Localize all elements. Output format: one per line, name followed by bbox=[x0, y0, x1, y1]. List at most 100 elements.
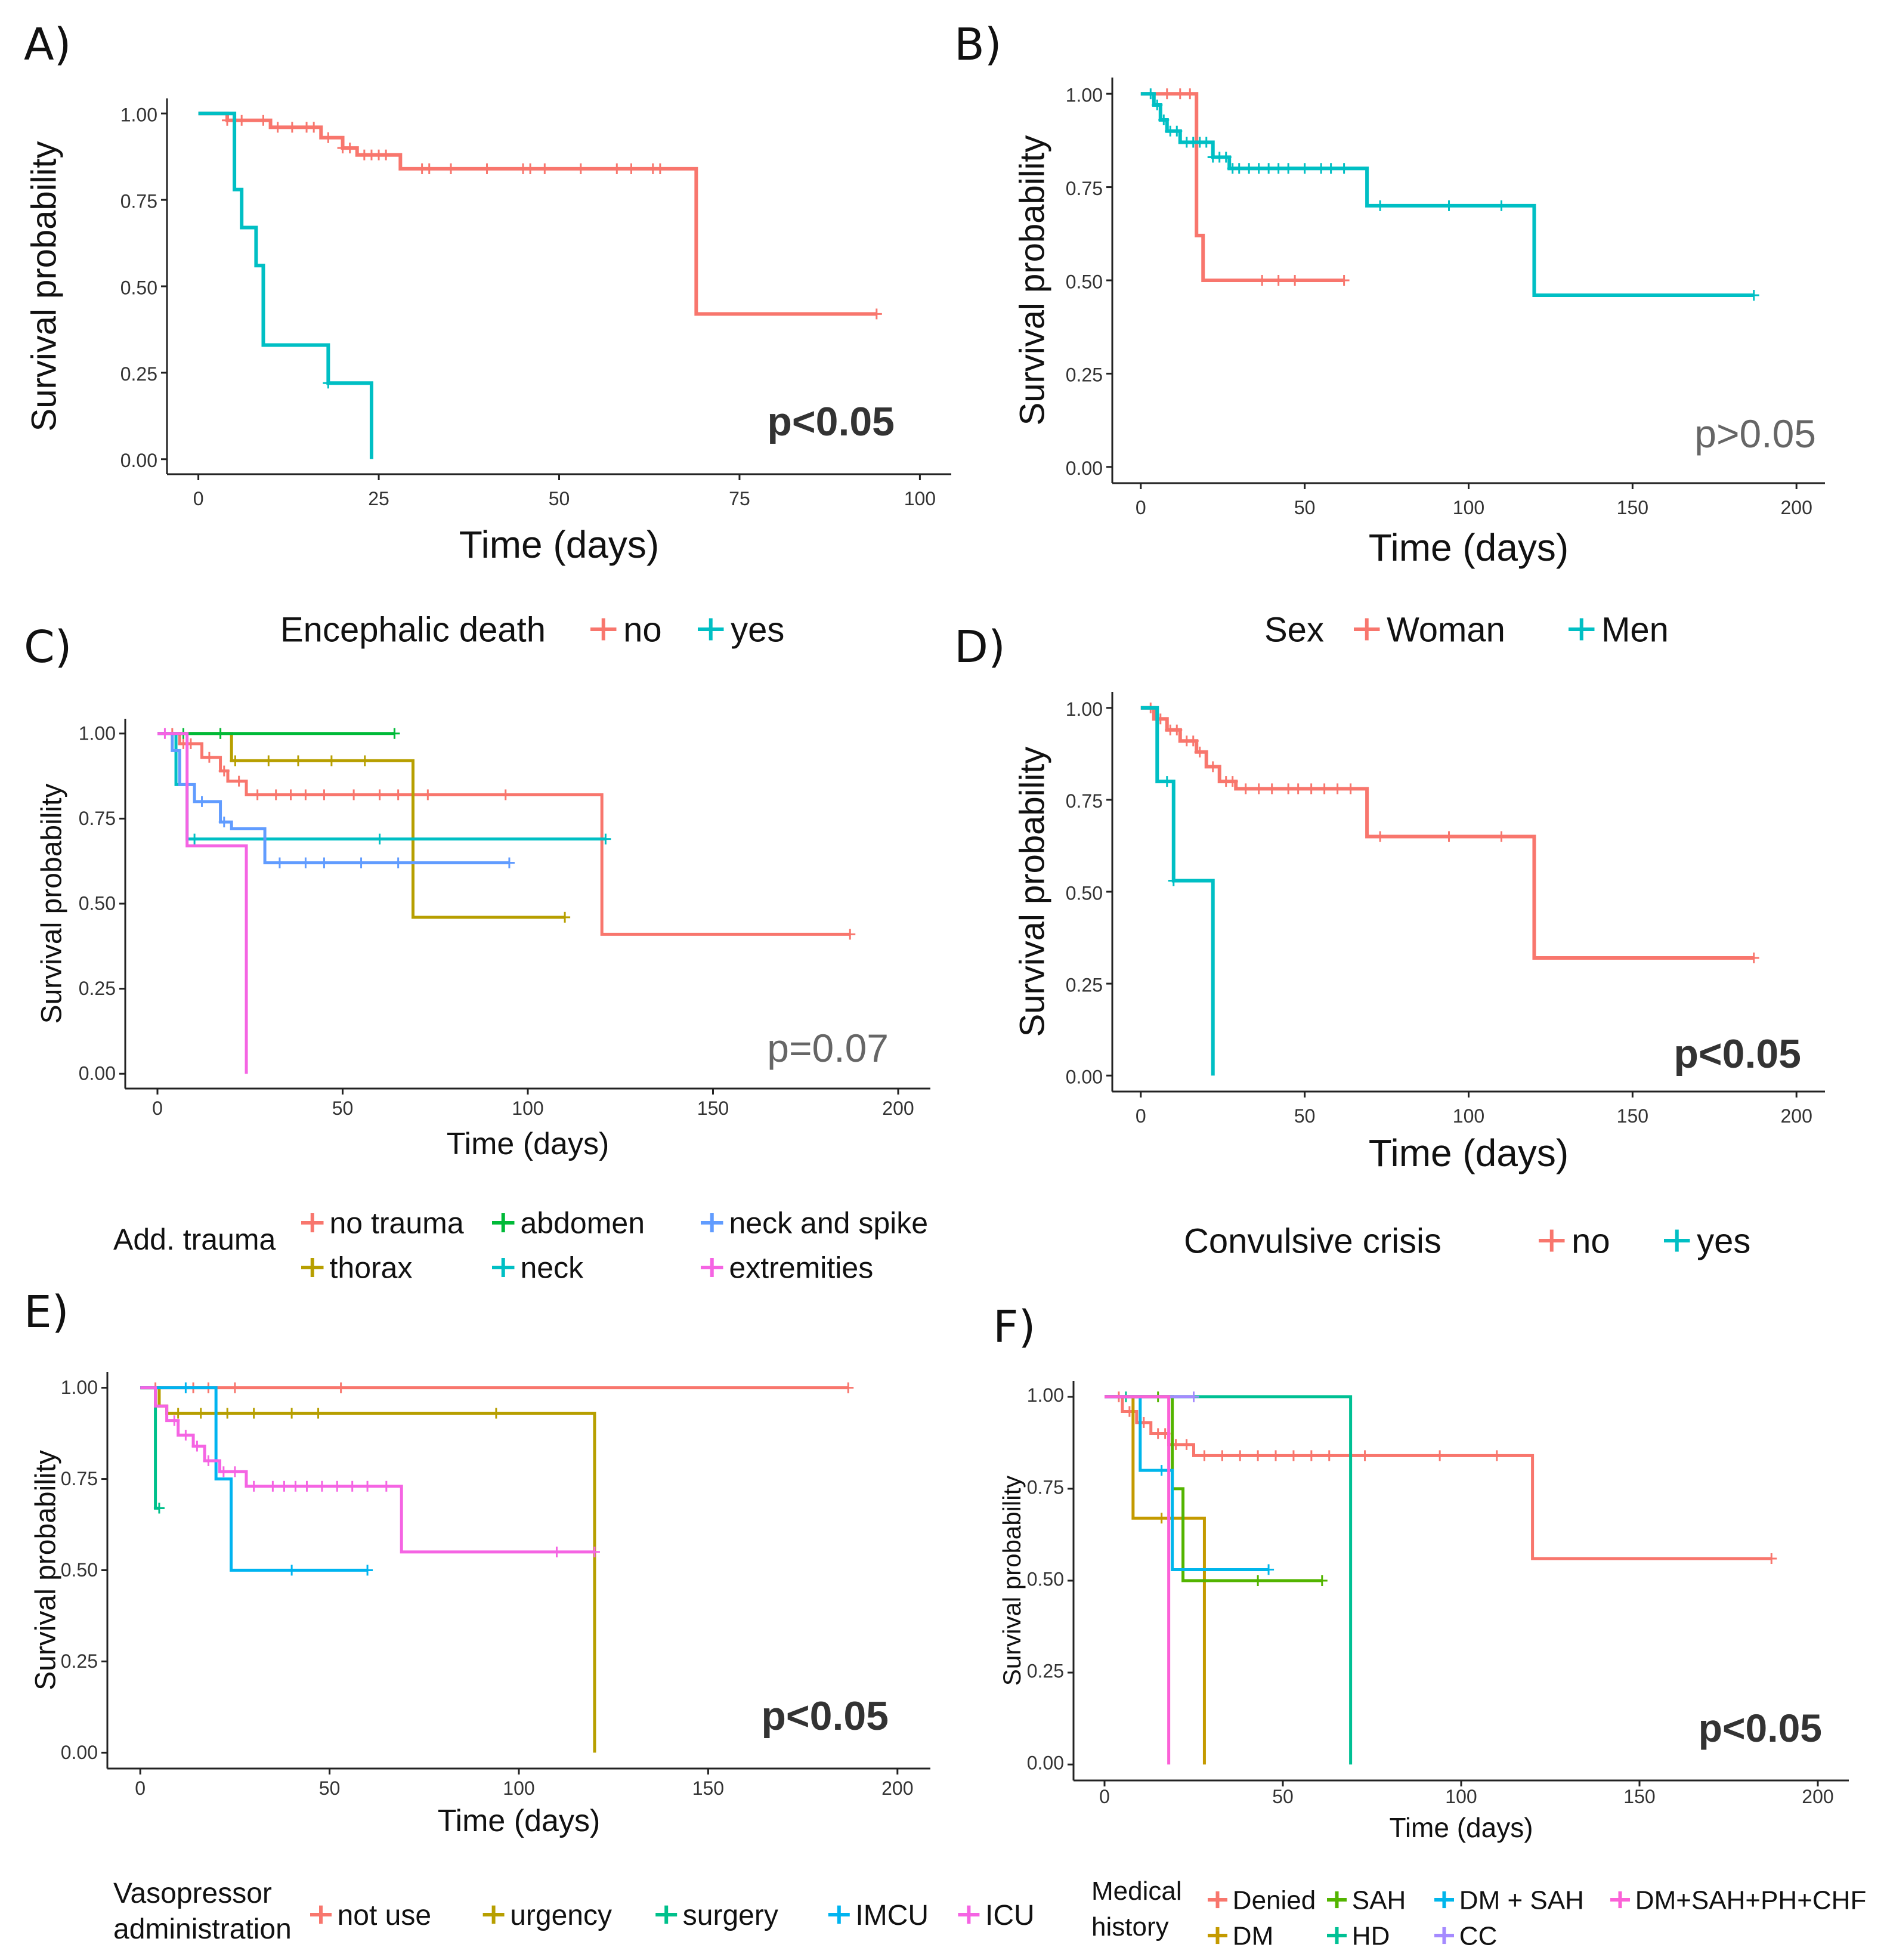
y-tick-label: 0.00 bbox=[120, 450, 157, 471]
y-tick-label: 0.75 bbox=[79, 808, 116, 829]
series-not-use bbox=[140, 1382, 854, 1393]
legend-label: urgency bbox=[510, 1900, 612, 1931]
panel-label: D) bbox=[954, 622, 1006, 673]
y-tick-label: 0.50 bbox=[120, 277, 157, 298]
legend-label: thorax bbox=[330, 1251, 413, 1285]
survival-curve bbox=[1105, 1395, 1322, 1582]
legend-title-line: Vasopressor bbox=[113, 1878, 272, 1909]
legend-title: Sex bbox=[1264, 610, 1324, 649]
x-axis-title: Time (days) bbox=[1369, 526, 1569, 569]
x-tick-label: 0 bbox=[193, 488, 204, 509]
y-tick-label: 0.25 bbox=[79, 978, 116, 999]
y-tick-label: 0.75 bbox=[1027, 1476, 1064, 1498]
y-axis-title: Survival probability bbox=[1013, 135, 1051, 426]
y-axis-title: Survival probability bbox=[30, 1450, 62, 1690]
panel-label: C) bbox=[24, 622, 72, 673]
legend-label: extremities bbox=[729, 1251, 874, 1285]
y-tick-label: 1.00 bbox=[79, 722, 116, 744]
x-tick-label: 100 bbox=[1453, 497, 1484, 518]
legend-label: yes bbox=[731, 610, 784, 649]
legend-label: SAH bbox=[1352, 1885, 1406, 1915]
x-axis-title: Time (days) bbox=[459, 523, 659, 566]
survival-curve bbox=[1105, 1395, 1269, 1572]
x-tick-label: 200 bbox=[1802, 1786, 1833, 1807]
x-tick-label: 0 bbox=[1136, 497, 1146, 518]
x-tick-label: 25 bbox=[368, 488, 389, 509]
y-axis-title: Survival probability bbox=[36, 784, 68, 1024]
x-tick-label: 100 bbox=[503, 1777, 534, 1799]
y-tick-label: 0.00 bbox=[1027, 1752, 1064, 1774]
x-tick-label: 0 bbox=[1136, 1105, 1146, 1127]
p-value: p<0.05 bbox=[761, 1693, 889, 1739]
panel-label: A) bbox=[24, 19, 72, 70]
x-tick-label: 150 bbox=[692, 1777, 724, 1799]
x-tick-label: 75 bbox=[729, 488, 750, 509]
y-tick-label: 0.00 bbox=[1066, 457, 1103, 479]
panel-d: D) 0 50 100 150 200 0.00 0.25 0.50 0.75 1.00 Surviv… bbox=[954, 622, 1825, 1260]
panel-f: F) 0 50 100 150 200 0.00 0.25 0.50 0.75 1.00 Surviv… bbox=[993, 1301, 1866, 1950]
p-value: p<0.05 bbox=[767, 399, 895, 444]
legend: Convulsive crisis no yes bbox=[1184, 1222, 1750, 1260]
panel-label: B) bbox=[954, 19, 1002, 70]
y-tick-label: 0.50 bbox=[1027, 1568, 1064, 1590]
survival-curve bbox=[1140, 706, 1215, 1076]
panel-c: C) 0 50 100 150 200 0.00 0.25 0.50 0.75 1.00 Surviv… bbox=[24, 622, 930, 1285]
x-axis-title: Time (days) bbox=[1389, 1812, 1533, 1843]
y-tick-label: 1.00 bbox=[1066, 85, 1103, 106]
survival-curve bbox=[157, 732, 850, 936]
y-tick-label: 0.25 bbox=[1027, 1661, 1064, 1682]
x-tick-label: 200 bbox=[1781, 497, 1812, 518]
legend: Encephalic death no yes bbox=[280, 610, 784, 649]
x-tick-label: 50 bbox=[1294, 497, 1316, 518]
x-tick-label: 200 bbox=[1781, 1105, 1812, 1127]
y-tick-label: 1.00 bbox=[1027, 1384, 1064, 1406]
panel-label: F) bbox=[993, 1301, 1035, 1353]
panel-label: E) bbox=[24, 1287, 69, 1338]
legend-label: no trauma bbox=[330, 1207, 464, 1240]
p-value: p>0.05 bbox=[1694, 412, 1816, 456]
survival-curve bbox=[1140, 92, 1754, 298]
panel-e: E) 0 50 100 150 200 0.00 0.25 0.50 0.75 1.00 Surviv… bbox=[24, 1287, 1035, 1945]
y-tick-label: 0.50 bbox=[1066, 271, 1103, 292]
y-axis-title: Survival probability bbox=[998, 1476, 1026, 1686]
x-tick-label: 50 bbox=[332, 1098, 354, 1119]
x-tick-label: 150 bbox=[1617, 1105, 1648, 1127]
legend: Sex Woman Men bbox=[1264, 610, 1669, 649]
x-axis-title: Time (days) bbox=[447, 1127, 610, 1161]
survival-curve bbox=[1140, 92, 1344, 282]
x-axis-title: Time (days) bbox=[438, 1804, 601, 1838]
legend: Vasopressor administration not use urgency s… bbox=[113, 1878, 1035, 1945]
series-men bbox=[1140, 88, 1759, 301]
series-yes bbox=[1140, 706, 1215, 1076]
y-tick-label: 1.00 bbox=[1066, 698, 1103, 720]
y-tick-label: 0.25 bbox=[120, 363, 157, 385]
x-tick-label: 100 bbox=[1445, 1786, 1477, 1807]
legend: Add. trauma no trauma abdomen neck and spik… bbox=[113, 1207, 928, 1285]
legend-label: Denied bbox=[1233, 1885, 1316, 1915]
y-tick-label: 0.00 bbox=[1066, 1066, 1103, 1088]
legend-label: not use bbox=[338, 1900, 431, 1931]
series-woman bbox=[1140, 88, 1350, 286]
panel-b: B) 0 50 100 150 200 0.00 0.25 0.50 0.75 1.00 Surviv… bbox=[954, 19, 1825, 649]
legend-label: IMCU bbox=[855, 1900, 929, 1931]
y-tick-label: 0.75 bbox=[61, 1468, 98, 1489]
legend-label: no bbox=[623, 610, 662, 649]
survival-curve bbox=[1140, 706, 1754, 960]
x-tick-label: 150 bbox=[1623, 1786, 1655, 1807]
y-tick-label: 0.00 bbox=[61, 1742, 98, 1763]
legend-title-line: administration bbox=[113, 1913, 292, 1945]
y-tick-label: 1.00 bbox=[120, 104, 157, 126]
legend-label: abdomen bbox=[521, 1207, 645, 1240]
y-tick-label: 0.25 bbox=[61, 1650, 98, 1672]
survival-curve bbox=[198, 112, 877, 316]
x-tick-label: 150 bbox=[1617, 497, 1648, 518]
x-tick-label: 200 bbox=[881, 1777, 913, 1799]
legend-label: Men bbox=[1601, 610, 1669, 649]
legend-label: Woman bbox=[1387, 610, 1505, 649]
p-value: p<0.05 bbox=[1699, 1706, 1822, 1750]
x-tick-label: 100 bbox=[1453, 1105, 1484, 1127]
legend-label: yes bbox=[1697, 1222, 1750, 1260]
x-tick-label: 50 bbox=[549, 488, 570, 509]
survival-curve bbox=[140, 1386, 368, 1572]
